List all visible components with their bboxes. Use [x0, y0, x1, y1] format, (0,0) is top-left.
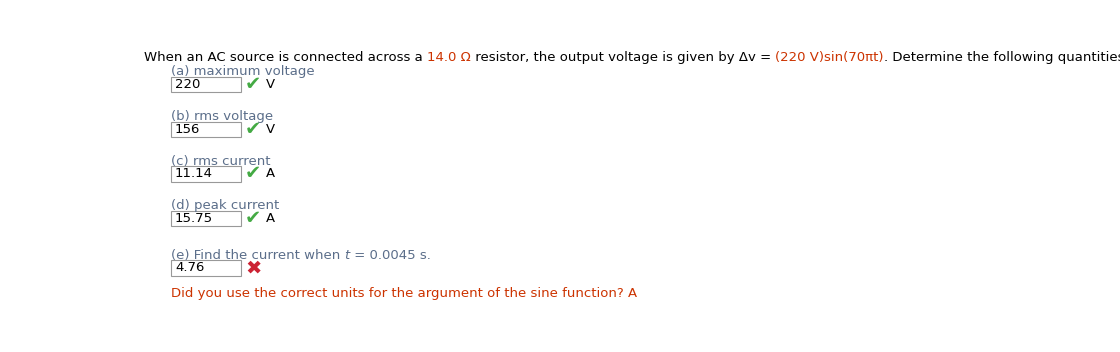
Text: 4.76: 4.76 — [175, 261, 204, 274]
FancyBboxPatch shape — [171, 166, 241, 182]
Text: ✔: ✔ — [245, 164, 261, 183]
Text: 11.14: 11.14 — [175, 168, 213, 181]
Text: (c) rms current: (c) rms current — [171, 155, 271, 168]
Text: (a) maximum voltage: (a) maximum voltage — [171, 65, 315, 78]
FancyBboxPatch shape — [171, 121, 241, 137]
Text: ✔: ✔ — [245, 120, 261, 139]
Text: 220: 220 — [175, 78, 200, 91]
Text: 14.0 Ω: 14.0 Ω — [427, 51, 470, 64]
FancyBboxPatch shape — [171, 211, 241, 226]
Text: (b) rms voltage: (b) rms voltage — [171, 110, 273, 123]
Text: Did you use the correct units for the argument of the sine function? A: Did you use the correct units for the ar… — [171, 287, 637, 300]
Text: ✖: ✖ — [245, 258, 261, 277]
Text: resistor, the output voltage is given by Δv =: resistor, the output voltage is given by… — [470, 51, 775, 64]
FancyBboxPatch shape — [171, 77, 241, 92]
Text: t: t — [345, 249, 349, 262]
Text: When an AC source is connected across a: When an AC source is connected across a — [143, 51, 427, 64]
Text: (220 V)sin(70πt): (220 V)sin(70πt) — [775, 51, 884, 64]
Text: = 0.0045 s.: = 0.0045 s. — [349, 249, 430, 262]
FancyBboxPatch shape — [171, 260, 241, 276]
Text: ✔: ✔ — [245, 209, 261, 228]
Text: V: V — [265, 78, 274, 91]
Text: 15.75: 15.75 — [175, 212, 213, 225]
Text: . Determine the following quantities.: . Determine the following quantities. — [884, 51, 1120, 64]
Text: A: A — [265, 212, 274, 225]
Text: (d) peak current: (d) peak current — [171, 199, 279, 212]
Text: ✔: ✔ — [245, 75, 261, 94]
Text: V: V — [265, 123, 274, 136]
Text: (e) Find the current when: (e) Find the current when — [171, 249, 345, 262]
Text: 156: 156 — [175, 123, 200, 136]
Text: A: A — [265, 168, 274, 181]
